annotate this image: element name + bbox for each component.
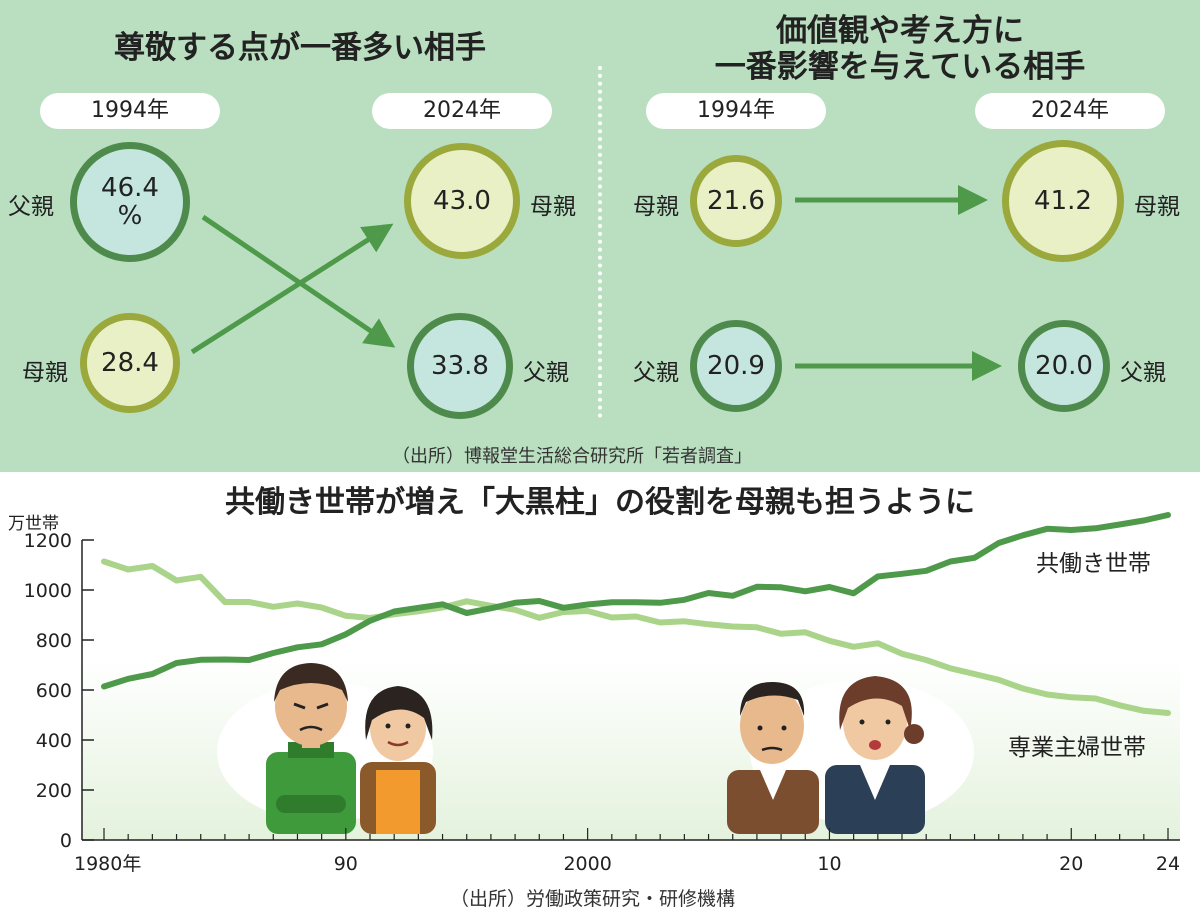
right-from-mother-value: 21.6 xyxy=(707,186,765,216)
survey-source: （出所）博報堂生活総合研究所「若者調査」 xyxy=(392,446,752,467)
y-tick-label: 1000 xyxy=(24,580,72,602)
chart-title: 共働き世帯が増え「大黒柱」の役割を母親も担うように xyxy=(225,485,975,520)
dual-income-line xyxy=(101,512,1171,690)
right-year-from-pill: 1994年 xyxy=(646,93,826,129)
right-from-father-label: 父親 xyxy=(633,360,679,386)
x-tick-label: 1980年 xyxy=(74,853,141,875)
series-label-homemaker: 専業主婦世帯 xyxy=(1008,735,1146,761)
left-from-mother-label: 母親 xyxy=(22,360,68,386)
illustration-stern-man xyxy=(266,663,356,834)
left-to-mother-circle: 43.0 xyxy=(404,143,520,259)
left-to-mother-value: 43.0 xyxy=(433,186,491,216)
illustration-worried-man xyxy=(727,682,819,834)
right-from-father-circle: 20.9 xyxy=(690,320,782,412)
left-year-from-pill: 1994年 xyxy=(40,93,220,129)
right-from-mother-circle: 21.6 xyxy=(690,155,782,247)
right-to-mother-label: 母親 xyxy=(1134,194,1180,220)
left-year-to-pill: 2024年 xyxy=(372,93,552,129)
right-title-line2: 一番影響を与えている相手 xyxy=(714,49,1086,85)
right-to-mother-value: 41.2 xyxy=(1034,186,1092,216)
y-axis-unit: 万世帯 xyxy=(8,514,59,534)
y-tick-label: 800 xyxy=(36,630,72,652)
y-tick-label: 1200 xyxy=(24,530,72,552)
right-to-father-circle: 20.0 xyxy=(1018,320,1110,412)
arrow-mother-to-mother xyxy=(190,223,394,355)
left-from-father-unit: % xyxy=(117,201,143,231)
illustration-determined-woman xyxy=(825,676,925,834)
right-year-to-pill: 2024年 xyxy=(975,93,1165,129)
x-tick-label: 90 xyxy=(334,853,358,875)
right-from-mother-label: 母親 xyxy=(633,194,679,220)
y-tick-label: 400 xyxy=(36,730,72,752)
left-to-mother-label: 母親 xyxy=(530,194,576,220)
left-title: 尊敬する点が一番多い相手 xyxy=(114,30,486,66)
arrows-layer xyxy=(190,185,1002,381)
right-to-father-value: 20.0 xyxy=(1035,351,1093,381)
x-tick-label: 20 xyxy=(1059,853,1083,875)
right-to-father-label: 父親 xyxy=(1120,360,1166,386)
survey-panel: 尊敬する点が一番多い相手 1994年 2024年 父親 46.4 % 母親 28… xyxy=(0,0,1200,472)
right-from-father-value: 20.9 xyxy=(707,351,765,381)
left-from-father-value: 46.4 xyxy=(101,173,159,203)
series-layer xyxy=(101,512,1171,716)
series-label-dual-income: 共働き世帯 xyxy=(1036,551,1151,577)
illustration-smiling-woman xyxy=(360,686,436,834)
chart-source: （出所）労働政策研究・研修機構 xyxy=(450,888,736,910)
right-to-mother-circle: 41.2 xyxy=(1002,140,1124,262)
x-tick-label: 10 xyxy=(817,853,841,875)
y-tick-label: 0 xyxy=(60,830,72,852)
panel-divider xyxy=(598,66,602,418)
homemaker-line xyxy=(101,558,1171,716)
y-tick-label: 200 xyxy=(36,780,72,802)
x-tick-label: 24 xyxy=(1156,853,1180,875)
axes: 0 200 400 600 800 1000 1200 1980年 90 2000 10 20 24 xyxy=(24,530,1180,875)
left-from-father-circle: 46.4 % xyxy=(70,142,190,262)
left-from-father-label: 父親 xyxy=(8,194,54,220)
x-tick-label: 2000 xyxy=(563,853,611,875)
y-tick-label: 600 xyxy=(36,680,72,702)
left-from-mother-circle: 28.4 xyxy=(80,313,180,413)
arrow-father-to-father xyxy=(201,214,396,348)
left-to-father-circle: 33.8 xyxy=(407,313,513,419)
right-title-line1: 価値観や考え方に xyxy=(776,13,1024,49)
left-to-father-label: 父親 xyxy=(523,360,569,386)
left-from-mother-value: 28.4 xyxy=(101,348,159,378)
left-to-father-value: 33.8 xyxy=(431,351,489,381)
